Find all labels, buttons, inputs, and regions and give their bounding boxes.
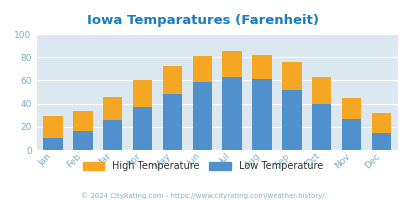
Bar bbox=[73, 111, 92, 131]
Bar bbox=[252, 79, 271, 150]
Bar bbox=[341, 98, 360, 119]
Bar bbox=[132, 80, 152, 107]
Bar bbox=[162, 94, 182, 150]
Bar bbox=[43, 116, 62, 138]
Bar bbox=[103, 120, 122, 150]
Bar bbox=[311, 77, 330, 104]
Bar bbox=[281, 90, 301, 150]
Bar bbox=[371, 133, 390, 150]
Bar bbox=[132, 107, 152, 150]
Bar bbox=[103, 97, 122, 120]
Bar bbox=[252, 55, 271, 79]
Text: © 2024 CityRating.com - https://www.cityrating.com/weather-history/: © 2024 CityRating.com - https://www.city… bbox=[81, 192, 324, 199]
Bar bbox=[341, 119, 360, 150]
Bar bbox=[222, 77, 241, 150]
Bar bbox=[192, 56, 211, 82]
Bar bbox=[43, 138, 62, 150]
Bar bbox=[311, 104, 330, 150]
Bar bbox=[371, 113, 390, 133]
Bar bbox=[162, 66, 182, 94]
Legend: High Temperature, Low Temperature: High Temperature, Low Temperature bbox=[79, 157, 326, 175]
Bar bbox=[73, 131, 92, 150]
Bar bbox=[281, 62, 301, 90]
Bar bbox=[192, 82, 211, 150]
Text: Iowa Temparatures (Farenheit): Iowa Temparatures (Farenheit) bbox=[87, 14, 318, 27]
Bar bbox=[222, 51, 241, 77]
